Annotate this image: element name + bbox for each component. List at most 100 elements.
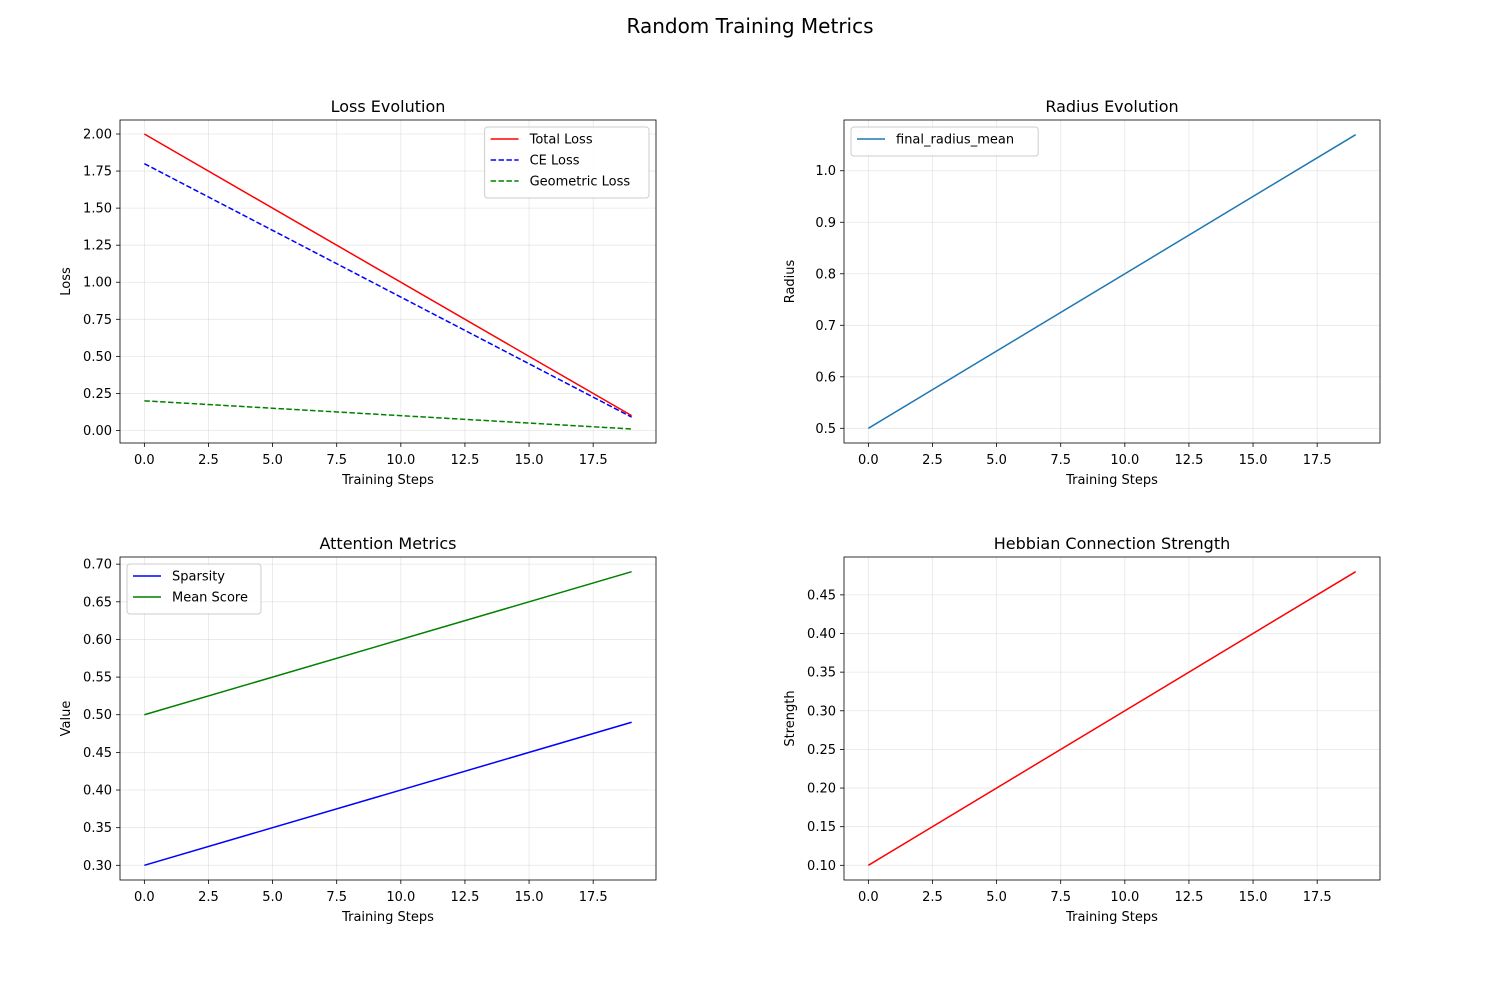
- series-line-final-radius-mean: [867, 134, 1357, 429]
- y-tick-label: 0.60: [83, 633, 112, 648]
- y-tick-label: 0.45: [807, 588, 836, 603]
- y-tick-label: 0.30: [83, 859, 112, 874]
- y-tick-label: 0.00: [83, 424, 112, 439]
- y-tick-label: 0.9: [815, 216, 836, 231]
- series-line-geometric-loss: [144, 400, 632, 430]
- axes-frame: [843, 556, 1381, 881]
- y-tick-label: 0.45: [83, 746, 112, 761]
- y-tick-label: 0.15: [807, 820, 836, 835]
- y-tick-label: 0.75: [83, 313, 112, 328]
- y-axis-label: Loss: [59, 267, 74, 296]
- x-tick-label: 5.0: [986, 890, 1007, 905]
- y-tick-label: 0.5: [815, 422, 836, 437]
- series-line-sparsity: [144, 721, 632, 867]
- subplot-4: 0.0 2.5 5.0 7.5 10.0 12.5 15.0 17.5 0.10 0.15 0.20…: [783, 534, 1381, 925]
- x-tick-label: 0.0: [858, 453, 879, 468]
- y-tick-label: 0.6: [815, 370, 836, 385]
- x-tick-label: 7.5: [326, 890, 347, 905]
- series-line-strength: [867, 571, 1357, 866]
- y-tick-label: 0.55: [83, 671, 112, 686]
- y-tick-label: 1.00: [83, 276, 112, 291]
- x-tick-label: 15.0: [1239, 453, 1268, 468]
- y-axis-label: Value: [59, 701, 74, 737]
- x-tick-label: 12.5: [1174, 890, 1203, 905]
- y-tick-label: 0.35: [807, 666, 836, 681]
- y-tick-label: 1.75: [83, 165, 112, 180]
- legend-label: Mean Score: [172, 591, 248, 606]
- legend: Total Loss CE Loss Geometric Loss: [484, 126, 650, 199]
- legend-label: Sparsity: [172, 570, 225, 585]
- x-tick-label: 2.5: [922, 453, 943, 468]
- subplot-1: 0.0 2.5 5.0 7.5 10.0 12.5 15.0 17.5 0.00 0.25 0.50…: [59, 97, 657, 488]
- subplot-3: 0.0 2.5 5.0 7.5 10.0 12.5 15.0 17.5 0.30 0.35 0.40…: [59, 534, 657, 925]
- y-tick-label: 0.10: [807, 859, 836, 874]
- x-tick-label: 10.0: [386, 890, 415, 905]
- x-tick-label: 0.0: [858, 890, 879, 905]
- x-tick-label: 7.5: [1050, 453, 1071, 468]
- legend: final_radius_mean: [850, 126, 1039, 157]
- y-tick-label: 1.50: [83, 202, 112, 217]
- axes-frame: [119, 119, 657, 444]
- x-tick-label: 17.5: [579, 453, 608, 468]
- legend-label: final_radius_mean: [896, 133, 1014, 148]
- x-axis-label: Training Steps: [1065, 473, 1158, 488]
- subplot-title: Radius Evolution: [1045, 97, 1178, 116]
- x-tick-label: 5.0: [986, 453, 1007, 468]
- x-tick-label: 5.0: [262, 453, 283, 468]
- y-tick-label: 1.25: [83, 239, 112, 254]
- legend-box: [484, 126, 650, 199]
- x-tick-label: 10.0: [386, 453, 415, 468]
- x-tick-label: 12.5: [450, 890, 479, 905]
- x-tick-label: 17.5: [579, 890, 608, 905]
- legend-label: CE Loss: [530, 154, 580, 169]
- y-tick-label: 1.0: [815, 164, 836, 179]
- y-tick-label: 0.25: [807, 743, 836, 758]
- y-tick-label: 0.40: [83, 784, 112, 799]
- x-tick-label: 7.5: [326, 453, 347, 468]
- x-tick-label: 2.5: [198, 890, 219, 905]
- x-tick-label: 7.5: [1050, 890, 1071, 905]
- legend-label: Geometric Loss: [530, 175, 631, 190]
- y-tick-label: 0.7: [815, 319, 836, 334]
- y-tick-label: 0.65: [83, 595, 112, 610]
- x-tick-label: 5.0: [262, 890, 283, 905]
- y-tick-label: 2.00: [83, 128, 112, 143]
- legend: Sparsity Mean Score: [126, 563, 262, 615]
- axes-frame: [843, 119, 1381, 444]
- axes-frame: [119, 556, 657, 881]
- series-line-total-loss: [143, 133, 633, 417]
- y-tick-label: 0.20: [807, 782, 836, 797]
- y-tick-label: 0.50: [83, 708, 112, 723]
- y-tick-label: 0.70: [83, 558, 112, 573]
- y-tick-label: 0.25: [83, 387, 112, 402]
- y-tick-label: 0.30: [807, 704, 836, 719]
- x-axis-label: Training Steps: [341, 473, 434, 488]
- y-tick-label: 0.35: [83, 821, 112, 836]
- legend-label: Total Loss: [529, 133, 593, 148]
- y-axis-label: Radius: [783, 259, 798, 303]
- x-tick-label: 10.0: [1110, 453, 1139, 468]
- series-line-mean-score: [144, 570, 632, 716]
- x-tick-label: 12.5: [1174, 453, 1203, 468]
- x-tick-label: 15.0: [515, 890, 544, 905]
- x-tick-label: 17.5: [1303, 453, 1332, 468]
- x-tick-label: 10.0: [1110, 890, 1139, 905]
- x-axis-label: Training Steps: [1065, 910, 1158, 925]
- subplot-2: 0.0 2.5 5.0 7.5 10.0 12.5 15.0 17.5 0.5 0.6 0.7 0.8…: [783, 97, 1381, 488]
- subplot-title: Loss Evolution: [331, 97, 446, 116]
- x-tick-label: 0.0: [134, 890, 155, 905]
- x-tick-label: 15.0: [1239, 890, 1268, 905]
- x-tick-label: 2.5: [922, 890, 943, 905]
- y-tick-label: 0.40: [807, 627, 836, 642]
- x-tick-label: 15.0: [515, 453, 544, 468]
- subplot-title: Attention Metrics: [319, 534, 456, 553]
- x-tick-label: 0.0: [134, 453, 155, 468]
- x-tick-label: 12.5: [450, 453, 479, 468]
- subplot-title: Hebbian Connection Strength: [994, 534, 1231, 553]
- y-axis-label: Strength: [783, 690, 798, 746]
- series-line-ce-loss: [144, 162, 632, 418]
- x-axis-label: Training Steps: [341, 910, 434, 925]
- x-tick-label: 2.5: [198, 453, 219, 468]
- legend-box: [850, 126, 1039, 157]
